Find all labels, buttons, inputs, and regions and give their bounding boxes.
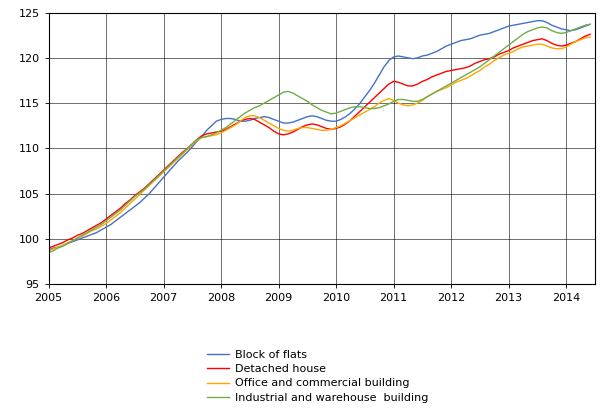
- Line: Industrial and warehouse  building: Industrial and warehouse building: [49, 24, 590, 252]
- Detached house: [45, 245, 52, 250]
- Office and commercial building: [45, 248, 52, 253]
- Detached house: [395, 80, 402, 85]
- Block of flats: [198, 134, 206, 139]
- Industrial and warehouse  building: [198, 135, 206, 140]
- Office and commercial building: [107, 217, 115, 222]
- Industrial and warehouse  building: [194, 137, 201, 142]
- Block of flats: [45, 247, 52, 252]
- Detached house: [586, 32, 594, 37]
- Line: Office and commercial building: Office and commercial building: [49, 37, 590, 251]
- Line: Block of flats: Block of flats: [49, 21, 590, 250]
- Detached house: [107, 213, 115, 218]
- Detached house: [457, 66, 464, 71]
- Legend: Block of flats, Detached house, Office and commercial building, Industrial and w: Block of flats, Detached house, Office a…: [207, 349, 428, 403]
- Industrial and warehouse  building: [45, 250, 52, 255]
- Detached house: [198, 133, 206, 138]
- Office and commercial building: [194, 138, 201, 143]
- Industrial and warehouse  building: [457, 75, 464, 80]
- Block of flats: [256, 115, 263, 120]
- Office and commercial building: [256, 115, 263, 120]
- Detached house: [256, 120, 263, 125]
- Line: Detached house: Detached house: [49, 34, 590, 248]
- Office and commercial building: [198, 135, 206, 140]
- Office and commercial building: [395, 101, 402, 106]
- Block of flats: [457, 38, 464, 43]
- Industrial and warehouse  building: [395, 97, 402, 102]
- Industrial and warehouse  building: [586, 22, 594, 27]
- Block of flats: [534, 18, 541, 23]
- Block of flats: [107, 222, 115, 227]
- Block of flats: [194, 139, 201, 144]
- Block of flats: [586, 22, 594, 27]
- Detached house: [194, 137, 201, 142]
- Block of flats: [395, 54, 402, 59]
- Industrial and warehouse  building: [107, 215, 115, 220]
- Office and commercial building: [457, 78, 464, 83]
- Office and commercial building: [586, 35, 594, 40]
- Industrial and warehouse  building: [256, 103, 263, 108]
